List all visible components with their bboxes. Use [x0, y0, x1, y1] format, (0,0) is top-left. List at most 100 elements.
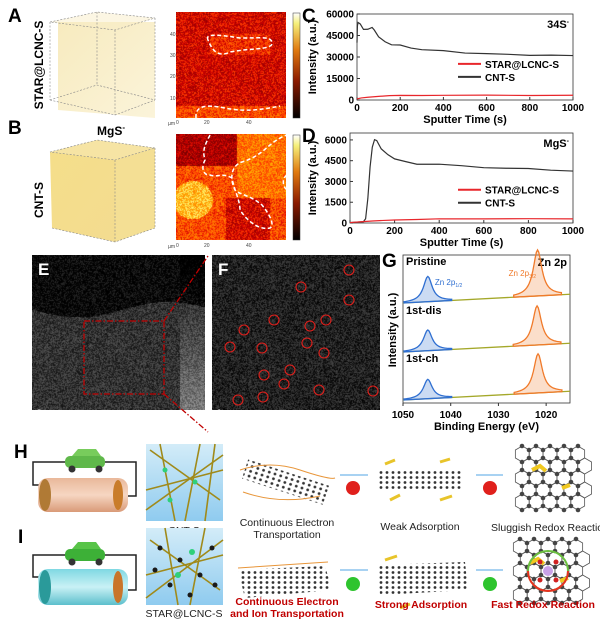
- carbon-atom: [561, 491, 567, 497]
- atom-marker-circle: [304, 320, 316, 332]
- carbon-atom: [552, 572, 558, 578]
- x-tick-label: 600: [478, 103, 495, 114]
- car-icon: [65, 542, 105, 566]
- series-line-cnt-s: [356, 21, 574, 57]
- carbon-atom: [547, 459, 553, 465]
- carbon-atom: [519, 459, 525, 465]
- atom-marker-circle: [318, 347, 330, 359]
- x-axis-label: Sputter Time (s): [420, 237, 504, 249]
- polysulfide-cluster: [531, 463, 571, 490]
- svg-text:0: 0: [176, 120, 179, 126]
- carbon-atom: [533, 507, 539, 513]
- panel-label-h: H: [14, 442, 28, 463]
- plot-frame: [402, 254, 571, 404]
- carbon-atom: [517, 584, 523, 590]
- carbon-atom: [568, 455, 574, 461]
- x-tick-label: 1000: [562, 226, 585, 237]
- carbon-atom: [566, 548, 572, 554]
- y-tick-label: 4500: [325, 156, 348, 167]
- happy-face-icon: [346, 577, 360, 591]
- carbon-atom: [575, 507, 581, 513]
- carbon-atom: [538, 596, 544, 602]
- series-line-cnt-s: [349, 138, 574, 224]
- y-tick-label: 3000: [325, 177, 348, 188]
- carbon-atom: [519, 467, 525, 473]
- carbon-atom: [547, 483, 553, 489]
- car-icon: [65, 449, 105, 473]
- lattice-hexagon: [570, 493, 586, 511]
- x-tick-label: 0: [347, 226, 353, 237]
- x-tick-label: 1050: [392, 410, 415, 421]
- carbon-atom: [568, 495, 574, 501]
- x-tick-label: 800: [520, 226, 537, 237]
- panel-label-c: C: [302, 6, 316, 27]
- panel-label-e: E: [38, 260, 49, 279]
- svg-text:10: 10: [170, 96, 176, 102]
- atom-marker-circle: [313, 384, 325, 396]
- carbon-atom: [524, 588, 530, 594]
- zoom-connector-bottom: [163, 393, 209, 433]
- battery-schematic-i: [32, 542, 137, 605]
- y-tick-label: 0: [348, 96, 354, 107]
- region-outlines: [195, 34, 288, 230]
- series-line-star-lcnc-s: [356, 94, 574, 100]
- step1-caption-i-line1: Continuous Electron: [235, 596, 338, 608]
- carbon-atom: [526, 503, 532, 509]
- svg-text:20: 20: [170, 74, 176, 80]
- carbon-atom: [540, 495, 546, 501]
- carbon-atom: [540, 447, 546, 453]
- carbon-atom: [552, 564, 558, 570]
- carbon-atom: [568, 479, 574, 485]
- carbon-atom: [559, 600, 565, 606]
- carbon-atom: [566, 588, 572, 594]
- happy-face-icon: [483, 577, 497, 591]
- step2-caption-i: Strong Adsorption: [375, 599, 467, 611]
- carbon-atom: [526, 447, 532, 453]
- star-lcnc-network-illustration: [145, 527, 224, 606]
- adsorption-illustration-i: [378, 554, 468, 610]
- carbon-atom: [573, 600, 579, 606]
- svg-text:40: 40: [246, 120, 252, 126]
- peak-fit: [512, 304, 562, 347]
- carbon-atom: [526, 471, 532, 477]
- x-tick-label: 0: [354, 103, 360, 114]
- peak-fit: [403, 275, 453, 304]
- y-tick-label: 0: [341, 219, 347, 230]
- carbon-atom: [554, 455, 560, 461]
- carbon-atom: [538, 540, 544, 546]
- carbon-atom: [519, 507, 525, 513]
- nanosheet-illustration-i: [237, 561, 332, 598]
- series-line-star-lcnc-s: [349, 218, 574, 224]
- chart-title: Zn 2p: [538, 257, 568, 269]
- carbon-atom: [568, 471, 574, 477]
- y-tick-label: 60000: [326, 10, 354, 21]
- x-tick-label: 1030: [487, 410, 510, 421]
- lattice-hexagon: [514, 493, 530, 511]
- svg-text:30: 30: [170, 53, 176, 59]
- svg-text:0: 0: [176, 243, 179, 249]
- atom-marker-circle: [295, 281, 307, 293]
- carbon-atom: [554, 471, 560, 477]
- panel-label-b: B: [8, 118, 22, 139]
- svg-text:20: 20: [204, 243, 210, 249]
- carbon-atom: [540, 471, 546, 477]
- nanotube-illustration-h: [239, 459, 336, 505]
- x-axis-label: Sputter Time (s): [423, 114, 507, 126]
- colorbar-a: [292, 12, 301, 119]
- cnt-network-illustration: [145, 443, 224, 522]
- carbon-atom: [575, 467, 581, 473]
- lattice-hexagon: [542, 493, 558, 511]
- carbon-atom: [533, 483, 539, 489]
- x-tick-label: 1000: [562, 103, 585, 114]
- carbon-atom: [573, 584, 579, 590]
- carbon-atom: [545, 560, 551, 566]
- x-tick-label: 600: [475, 226, 492, 237]
- carbon-atom: [538, 564, 544, 570]
- tof-sims-map-a: [176, 12, 286, 118]
- nitrogen-atom: [537, 559, 543, 565]
- step2-caption-h: Weak Adsorption: [380, 521, 459, 533]
- carbon-atom: [561, 507, 567, 513]
- svg-text:20: 20: [204, 120, 210, 126]
